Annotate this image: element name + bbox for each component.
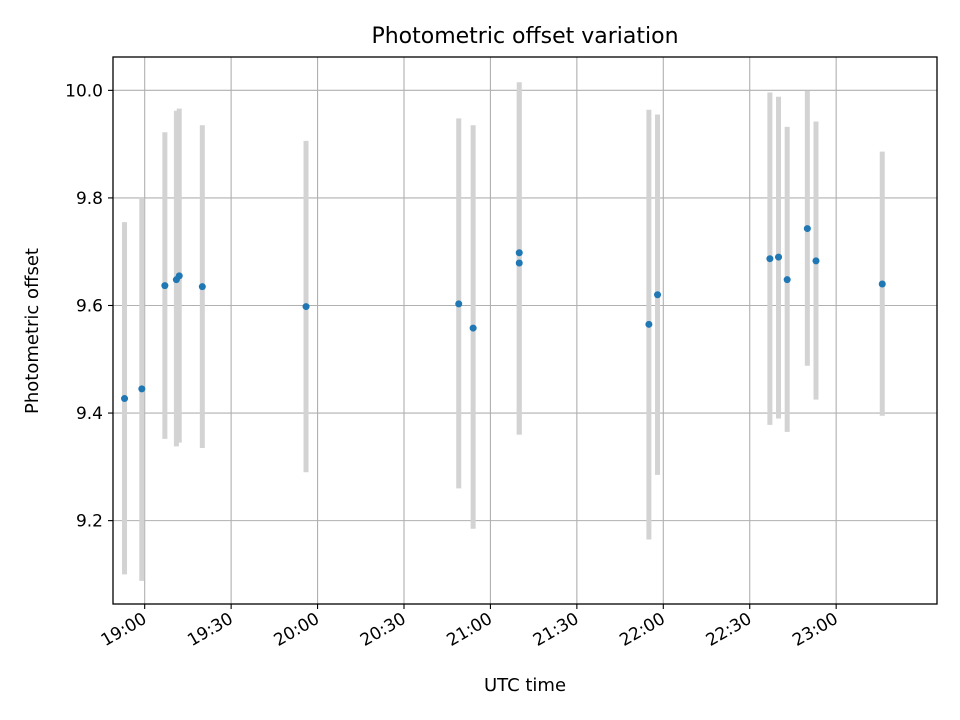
data-point	[455, 300, 463, 308]
data-point	[775, 253, 783, 261]
data-point	[515, 249, 523, 257]
y-tick-label: 9.2	[76, 512, 103, 532]
data-point	[198, 283, 206, 291]
y-axis-label: Photometric offset	[22, 248, 43, 414]
data-point	[878, 280, 886, 288]
y-tick-label: 10.0	[65, 81, 103, 101]
data-point	[469, 324, 477, 332]
data-point	[515, 259, 523, 267]
data-point	[766, 255, 774, 263]
grid-lines	[113, 57, 937, 604]
data-point	[302, 303, 310, 311]
data-points	[121, 225, 886, 403]
y-tick-label: 9.4	[76, 404, 103, 424]
data-point	[783, 276, 791, 284]
data-point	[654, 291, 662, 299]
x-axis-label: UTC time	[484, 675, 566, 696]
data-point	[812, 257, 820, 265]
y-tick-label: 9.6	[76, 296, 103, 316]
chart-title: Photometric offset variation	[371, 24, 678, 49]
data-point	[121, 395, 129, 403]
data-point	[803, 225, 811, 233]
y-axis-ticks: 9.2 9.4 9.6 9.8 10.0	[65, 81, 113, 532]
data-point	[175, 272, 183, 280]
data-point	[161, 282, 169, 290]
plot-frame	[112, 56, 938, 605]
data-point	[138, 385, 146, 393]
y-tick-label: 9.8	[76, 189, 103, 209]
data-point	[645, 320, 653, 328]
